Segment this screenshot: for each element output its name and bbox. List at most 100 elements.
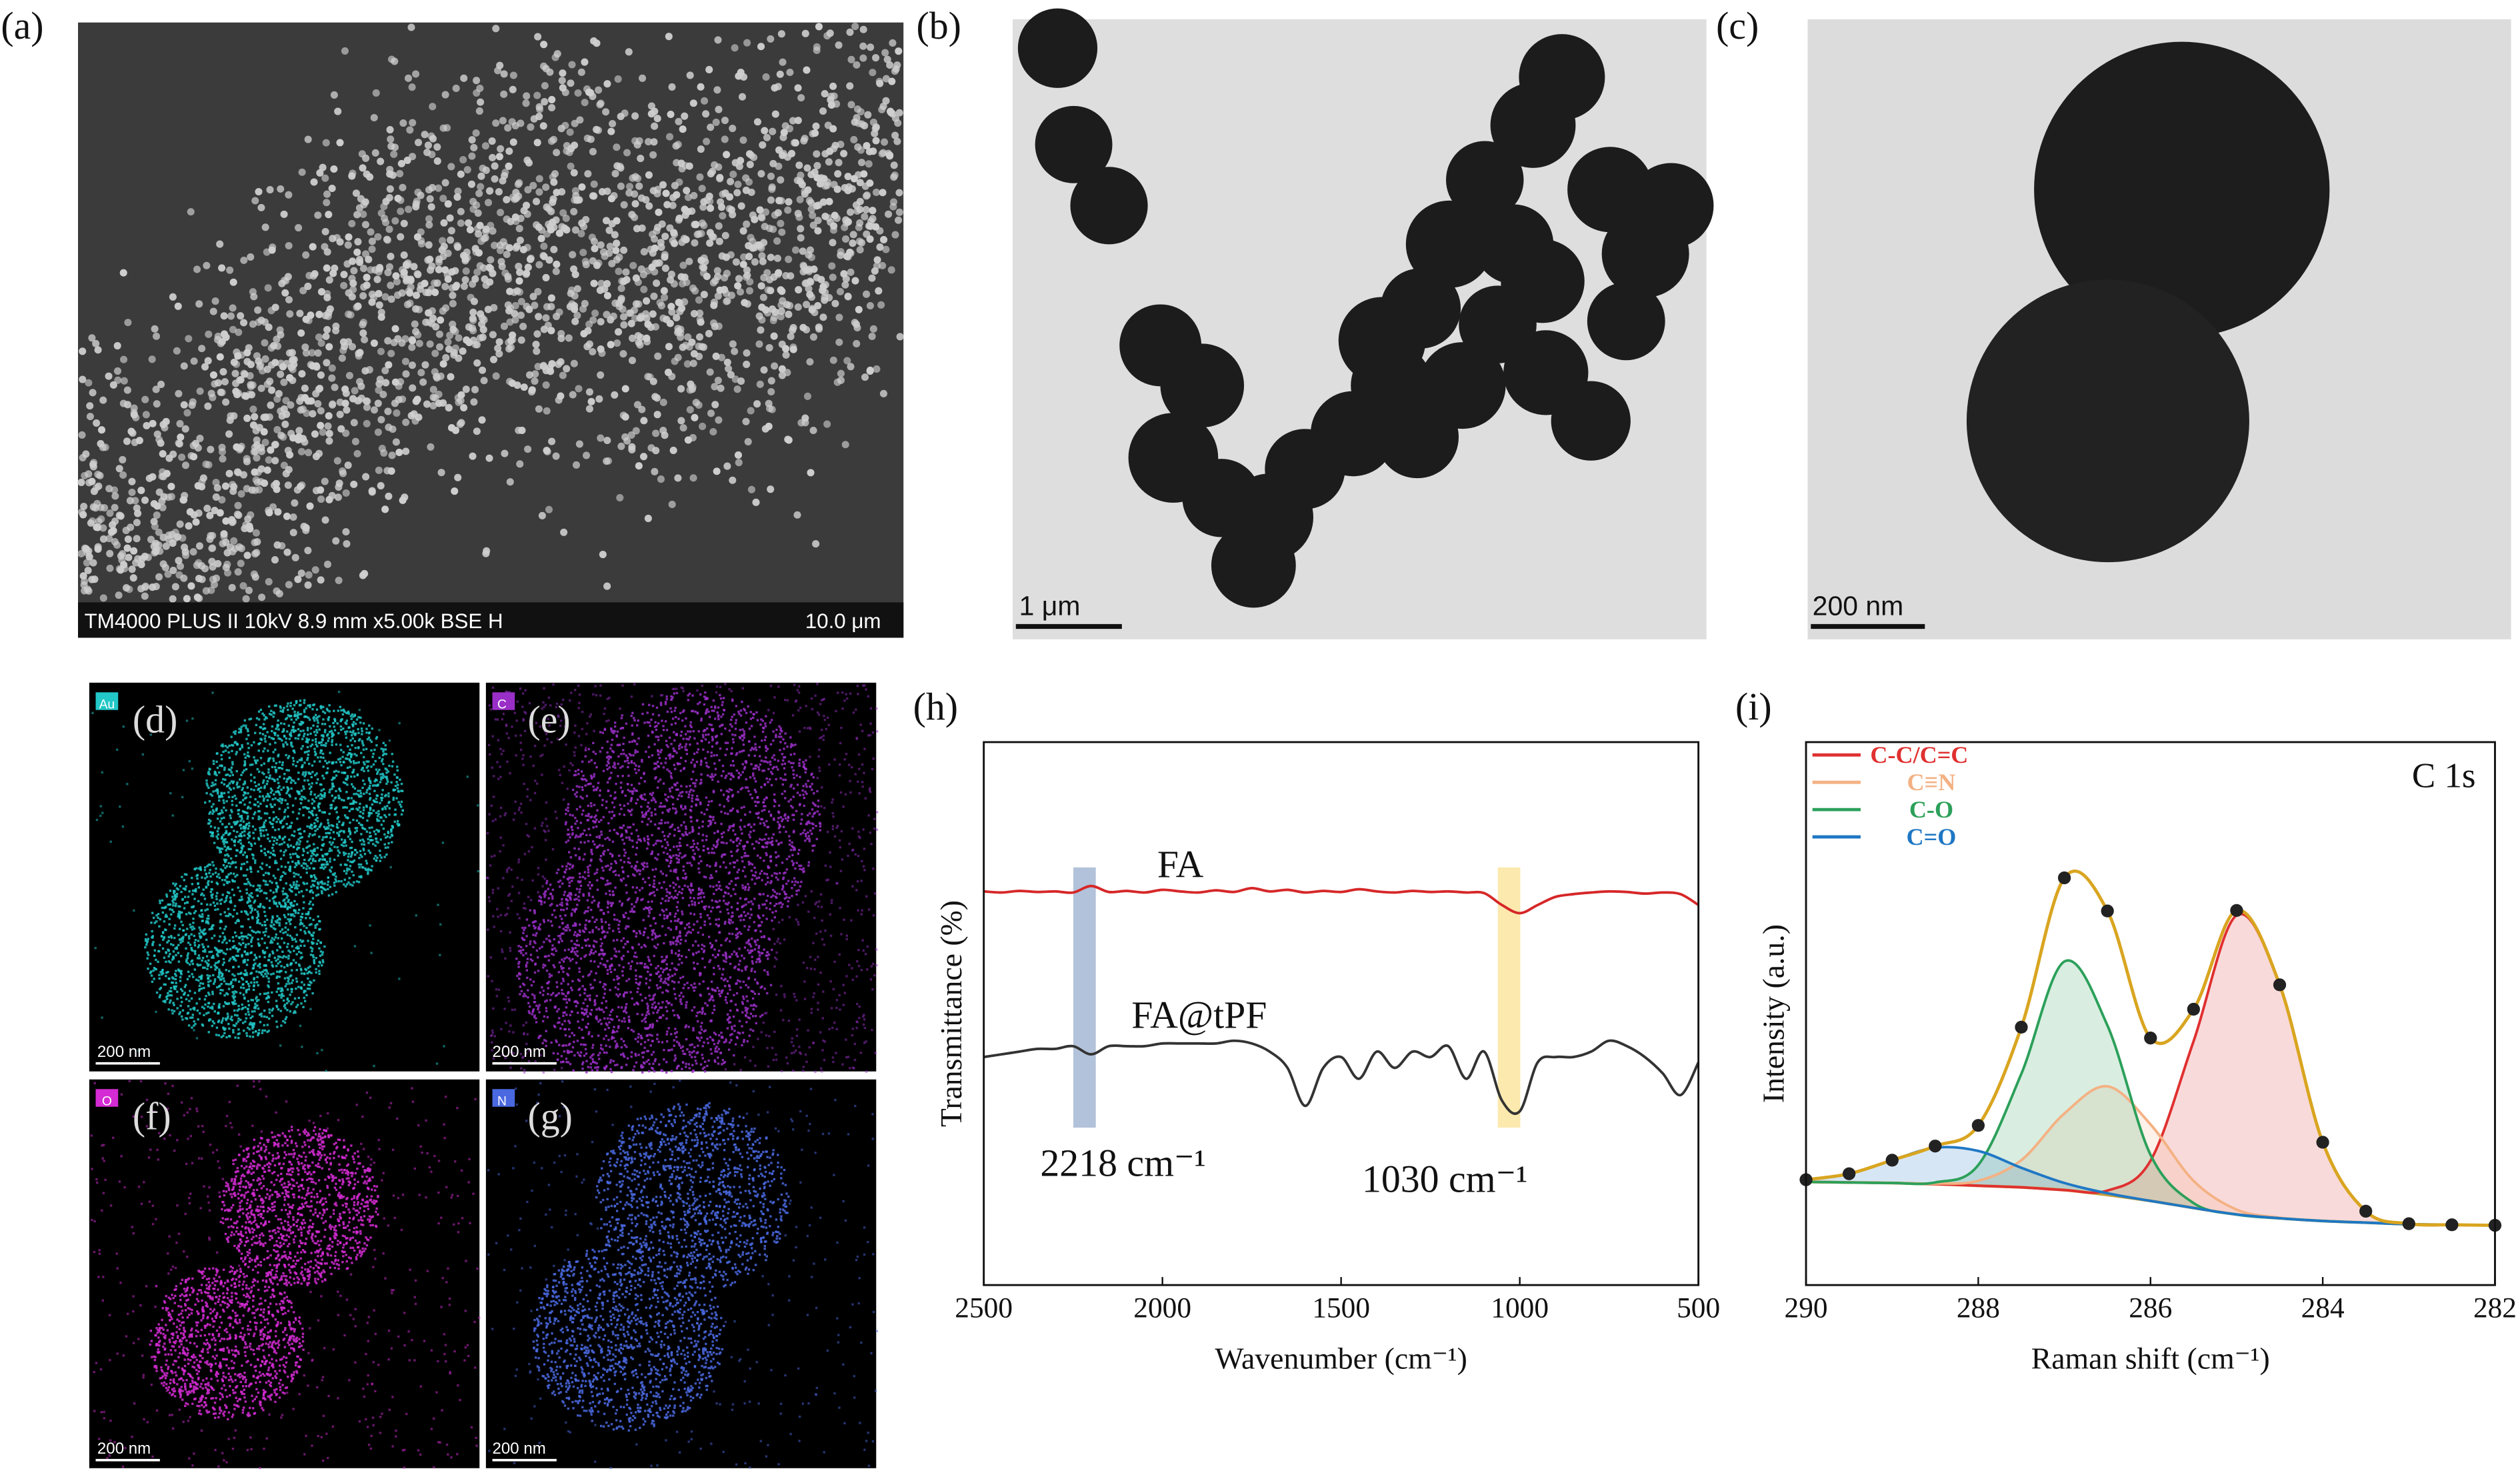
eds-pixel [295,1006,298,1008]
eds-pixel [389,836,391,839]
particle [868,274,876,282]
eds-pixel [297,996,300,1000]
particle [391,325,399,333]
particle [85,587,93,595]
eds-pixel [207,1002,211,1004]
eds-pixel [251,825,255,828]
eds-pixel [250,945,253,948]
nanoparticle [1419,342,1506,429]
particle [721,274,729,282]
eds-pixel [350,797,353,800]
particle [401,335,409,343]
eds-pixel [237,886,239,889]
eds-pixel [243,834,246,837]
eds-pixel [287,826,289,830]
particle [477,98,485,106]
eds-pixel [271,766,274,769]
eds-pixel [223,802,225,804]
eds-pixel [214,872,217,874]
eds-pixel [288,738,291,740]
eds-pixel [335,811,338,814]
particle [709,233,717,241]
eds-pixel [268,955,271,958]
eds-pixel [227,796,231,798]
eds-pixel [215,895,218,898]
particle [490,303,498,312]
particle [317,576,325,584]
eds-pixel [210,888,213,891]
eds-pixel [284,916,287,919]
eds-pixel [357,790,359,792]
eds-pixel [252,854,255,857]
eds-pixel [223,936,226,938]
particle [384,407,392,415]
eds-pixel [161,899,164,902]
eds-pixel [199,982,202,985]
eds-pixel [244,1006,247,1009]
particle [424,256,432,264]
particle [317,288,326,296]
particle [617,164,625,172]
particle [867,43,875,51]
eds-pixel [268,907,271,910]
eds-pixel [186,1012,189,1015]
eds-pixel [216,818,219,820]
particle [879,261,887,269]
particle [321,477,329,485]
eds-pixel [301,796,303,798]
eds-pixel [284,902,287,904]
eds-pixel [192,922,195,924]
particle [640,285,648,293]
particle [649,377,657,385]
particle [855,223,863,231]
particle [250,293,258,301]
particle [651,467,659,475]
particle [542,381,550,389]
particle [419,378,427,386]
eds-pixel [293,950,295,952]
eds-pixel [109,840,112,843]
particle [261,339,269,347]
eds-pixel [239,801,243,804]
particle [860,170,868,178]
eds-pixel [313,760,316,763]
particle [515,263,523,271]
eds-pixel [203,898,207,900]
eds-pixel [225,809,227,812]
eds-pixel [270,961,273,964]
particle [835,41,843,49]
particle [777,197,785,205]
particle [439,252,447,260]
particle [659,398,667,406]
particle [511,213,519,221]
eds-pixel [145,941,149,944]
particle [799,261,807,269]
eds-pixel [291,804,295,807]
eds-pixel [248,1023,251,1026]
eds-pixel [300,720,303,723]
eds-pixel [400,782,403,786]
particle [491,162,499,170]
eds-pixel [258,956,261,958]
particle [205,330,213,338]
particle [265,509,273,517]
eds-pixel [314,738,317,741]
eds-pixel [261,950,265,952]
particle [342,489,350,497]
particle [583,134,591,142]
particle [657,243,665,251]
eds-pixel [305,994,308,997]
eds-pixel [368,724,371,727]
particle [731,347,739,355]
particle [519,245,527,253]
particle [463,336,471,344]
particle [421,131,429,139]
eds-pixel [277,818,280,821]
eds-pixel [335,743,338,746]
particle [236,444,244,452]
particle [354,238,362,246]
eds-pixel [373,830,375,833]
particle [685,257,693,265]
particle [105,535,113,543]
particle [627,431,635,439]
